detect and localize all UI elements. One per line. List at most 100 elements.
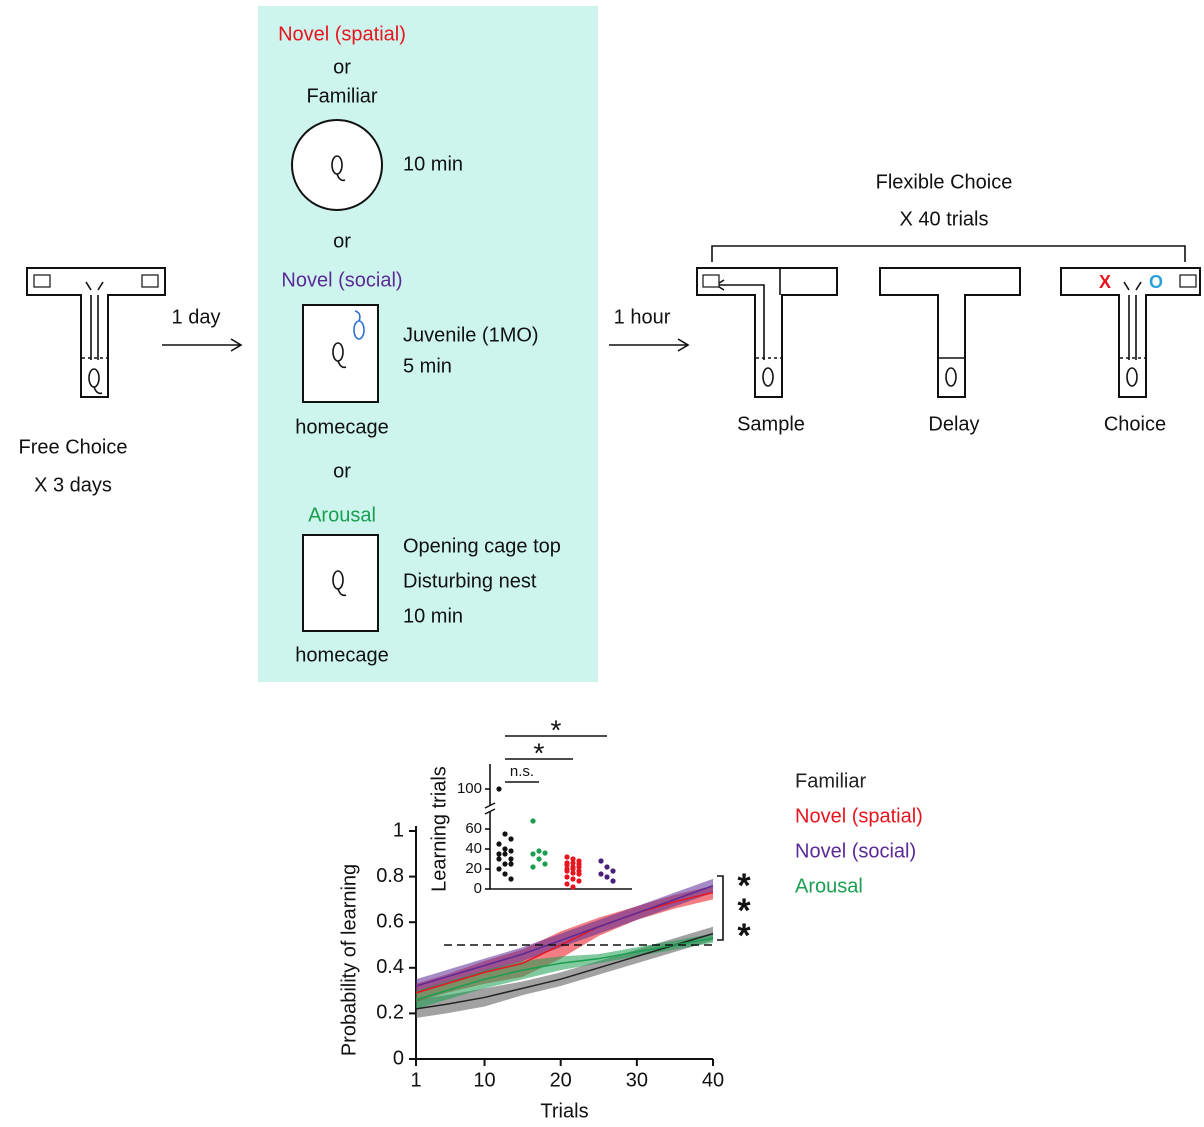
data-point xyxy=(508,856,513,861)
data-point xyxy=(530,818,535,823)
label: Disturbing nest xyxy=(403,570,537,592)
data-point xyxy=(508,836,513,841)
y-tick-label: 20 xyxy=(465,860,482,877)
label: or xyxy=(333,460,351,482)
data-point xyxy=(542,850,547,855)
homecage xyxy=(303,305,378,402)
y-axis-label: Probability of learning xyxy=(338,864,360,1056)
data-point xyxy=(570,884,575,889)
condition-title: Novel (social) xyxy=(281,269,402,291)
phase-label: Sample xyxy=(737,413,805,435)
data-point xyxy=(576,871,581,876)
data-point xyxy=(570,876,575,881)
label: Free Choice xyxy=(19,436,128,458)
data-point xyxy=(502,851,507,856)
data-point xyxy=(570,870,575,875)
data-point xyxy=(496,856,501,861)
x-axis-label: Trials xyxy=(540,1100,588,1122)
data-point xyxy=(536,856,541,861)
arrow xyxy=(162,339,241,351)
legend-entry: Novel (social) xyxy=(795,840,916,862)
data-point xyxy=(610,878,615,883)
label: or xyxy=(333,230,351,252)
data-point xyxy=(496,841,501,846)
data-point xyxy=(564,881,569,886)
data-point xyxy=(604,874,609,879)
y-tick-label: 0.6 xyxy=(376,910,404,932)
data-point xyxy=(502,871,507,876)
data-point xyxy=(604,864,609,869)
comparison-label: * xyxy=(534,737,545,768)
t-maze xyxy=(27,268,165,397)
data-point xyxy=(496,786,501,791)
label: 10 min xyxy=(403,605,463,627)
figure: Free Choice X 3 days 1 day Novel (spatia… xyxy=(0,0,1204,1127)
data-point xyxy=(536,848,541,853)
phase-label: Choice xyxy=(1104,413,1166,435)
data-point xyxy=(598,858,603,863)
x-tick-label: 20 xyxy=(550,1069,572,1091)
legend-entry: Arousal xyxy=(795,875,863,897)
significance-bracket xyxy=(717,876,723,940)
data-point xyxy=(502,861,507,866)
x-tick-label: 10 xyxy=(473,1069,495,1091)
data-point xyxy=(508,876,513,881)
label: 10 min xyxy=(403,153,463,175)
arena xyxy=(292,120,382,210)
condition-title: Novel (spatial) xyxy=(278,23,406,45)
y-axis-label: Learning trials xyxy=(428,766,450,892)
data-point xyxy=(502,846,507,851)
legend-entry: Familiar xyxy=(795,770,866,792)
y-tick-label: 40 xyxy=(465,840,482,857)
t-maze xyxy=(697,268,837,397)
label: X 3 days xyxy=(34,474,112,496)
y-tick-label: 0 xyxy=(474,880,482,897)
label: Flexible Choice xyxy=(876,171,1013,193)
data-point xyxy=(508,861,513,866)
data-point xyxy=(530,864,535,869)
data-point xyxy=(610,868,615,873)
significance-mark: * xyxy=(737,917,751,955)
x-tick-label: 40 xyxy=(702,1069,724,1091)
comparison-label: * xyxy=(551,714,562,745)
label: X 40 trials xyxy=(900,208,989,230)
x-tick-label: 1 xyxy=(410,1069,421,1091)
label: homecage xyxy=(295,644,388,666)
label: 5 min xyxy=(403,355,452,377)
t-maze xyxy=(1061,268,1200,397)
phase-label: Delay xyxy=(928,413,979,435)
arrow-label: 1 day xyxy=(172,306,221,328)
homecage xyxy=(303,535,378,631)
wrong-mark: X xyxy=(1099,272,1111,292)
data-point xyxy=(496,851,501,856)
label: or xyxy=(333,56,351,78)
data-point xyxy=(496,866,501,871)
x-tick-label: 30 xyxy=(626,1069,648,1091)
data-point xyxy=(542,861,547,866)
data-point xyxy=(564,874,569,879)
comparison-label: n.s. xyxy=(510,763,534,780)
label: Opening cage top xyxy=(403,535,561,557)
y-tick-label: 0.4 xyxy=(376,956,404,978)
arrow xyxy=(609,339,688,351)
y-tick-label: 0 xyxy=(393,1047,404,1069)
y-tick-label: 1 xyxy=(393,819,404,841)
arrow-label: 1 hour xyxy=(614,306,671,328)
y-tick-label: 100 xyxy=(457,780,482,797)
legend-entry: Novel (spatial) xyxy=(795,805,923,827)
y-tick-label: 0.2 xyxy=(376,1002,404,1024)
data-point xyxy=(508,848,513,853)
right-mark: O xyxy=(1149,272,1163,292)
data-point xyxy=(502,831,507,836)
bracket xyxy=(712,246,1185,262)
data-point xyxy=(530,851,535,856)
data-point xyxy=(564,854,569,859)
label: Familiar xyxy=(306,85,377,107)
t-maze xyxy=(880,268,1020,397)
condition-title: Arousal xyxy=(308,504,376,526)
y-tick-label: 0.8 xyxy=(376,865,404,887)
data-point xyxy=(564,868,569,873)
label: Juvenile (1MO) xyxy=(403,324,539,346)
data-point xyxy=(576,878,581,883)
data-point xyxy=(598,871,603,876)
